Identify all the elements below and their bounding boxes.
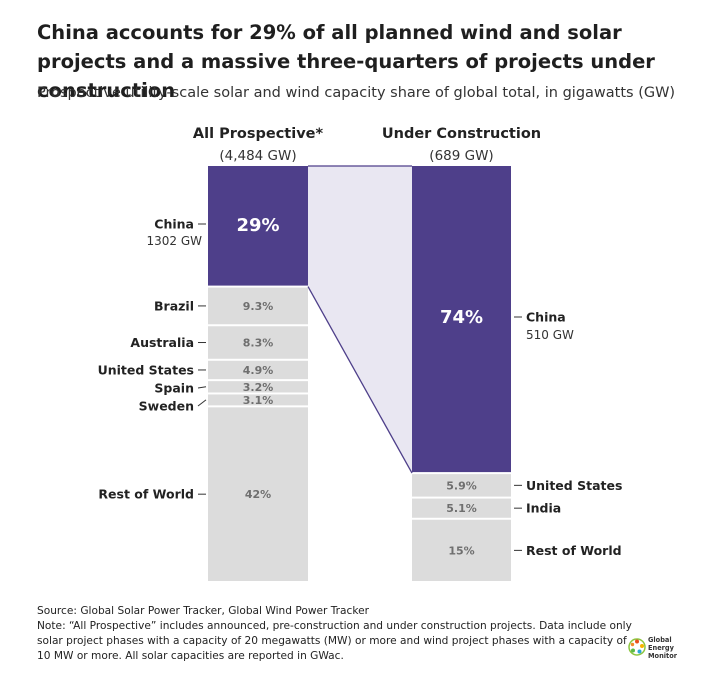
- global-energy-monitor-logo: Global Energy Monitor: [628, 634, 698, 664]
- logo-line-2: Energy: [648, 644, 674, 652]
- under-construction-india-segment: [412, 498, 511, 518]
- source-line: Source: Global Solar Power Tracker, Glob…: [37, 605, 369, 617]
- under-construction-china-sublabel: 510 GW: [526, 328, 574, 342]
- chart-title: China accounts for 29% of all planned wi…: [37, 21, 655, 102]
- logo-text: Global Energy Monitor: [648, 636, 677, 660]
- all-prospective--united-states-segment: [208, 360, 308, 380]
- all-prospective--spain-category-label: Spain: [154, 381, 194, 396]
- all-prospective--brazil-segment: [208, 287, 308, 325]
- all-prospective--spain-segment: [208, 381, 308, 393]
- all-prospective--australia-value-label: 8.3%: [243, 337, 274, 350]
- under-construction-united-states-segment: [412, 474, 511, 497]
- stacked-bar-chart: All Prospective* (4,484 GW) 29% China 1302 G…: [98, 126, 622, 581]
- under-construction-column-title: Under Construction: [382, 126, 541, 142]
- under-construction-china-category-label: China: [526, 310, 566, 325]
- under-construction-united-states-value-label: 5.9%: [446, 479, 477, 492]
- all-prospective--china-category-label: China: [154, 217, 194, 232]
- all-prospective--rest-of-world-category-label: Rest of World: [98, 487, 194, 502]
- under-construction-india-category-label: India: [526, 501, 561, 516]
- all-prospective--spain-value-label: 3.2%: [243, 381, 274, 394]
- under-construction-rest-of-world-value-label: 15%: [448, 544, 474, 557]
- under-construction-china-segment: [412, 166, 511, 473]
- all-prospective--sweden-label-tick: [197, 399, 207, 407]
- all-prospective--column-title: All Prospective*: [193, 126, 324, 142]
- all-prospective--brazil-value-label: 9.3%: [243, 300, 274, 313]
- all-prospective--rest-of-world-value-label: 42%: [245, 488, 271, 501]
- globe-icon: [628, 638, 646, 656]
- all-prospective--brazil-category-label: Brazil: [154, 298, 194, 313]
- all-prospective--australia-segment: [208, 326, 308, 359]
- under-construction-india-value-label: 5.1%: [446, 502, 477, 515]
- all-prospective--united-states-value-label: 4.9%: [243, 364, 274, 377]
- all-prospective--china-value-label: 29%: [236, 215, 279, 236]
- note-text: Note: “All Prospective” includes announc…: [37, 620, 632, 662]
- all-prospective--china-sublabel: 1302 GW: [146, 234, 202, 248]
- all-prospective--united-states-category-label: United States: [98, 362, 194, 377]
- under-construction-rest-of-world-category-label: Rest of World: [526, 543, 622, 558]
- all-prospective--sweden-category-label: Sweden: [139, 399, 194, 414]
- all-prospective--australia-category-label: Australia: [130, 335, 194, 350]
- chart-subtitle: Prospective utility-scale solar and wind…: [37, 85, 676, 101]
- under-construction-column-total: (689 GW): [429, 148, 493, 164]
- all-prospective--china-segment: [208, 166, 308, 286]
- china-connector-bottom-line: [307, 286, 413, 474]
- all-prospective--column-total: (4,484 GW): [219, 148, 296, 164]
- china-connector-band: [308, 166, 412, 474]
- all-prospective--sweden-value-label: 3.1%: [243, 394, 274, 407]
- logo-line-1: Global: [648, 636, 672, 644]
- under-construction-china-value-label: 74%: [440, 307, 483, 328]
- logo-line-3: Monitor: [648, 652, 677, 660]
- all-prospective--sweden-segment: [208, 394, 308, 406]
- all-prospective--rest-of-world-segment: [208, 407, 308, 581]
- under-construction-united-states-category-label: United States: [526, 478, 622, 493]
- source-notes: Source: Global Solar Power Tracker, Glob…: [37, 604, 637, 664]
- all-prospective--spain-label-tick: [197, 386, 207, 389]
- under-construction-rest-of-world-segment: [412, 519, 511, 581]
